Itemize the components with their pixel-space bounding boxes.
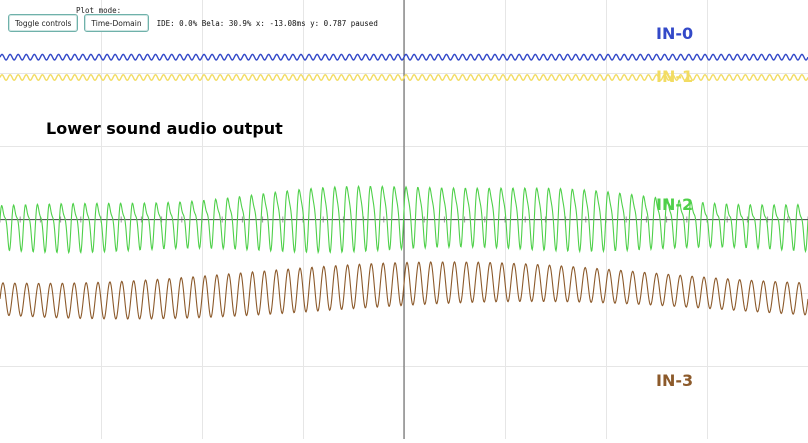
toolbar: Toggle controls Time-Domain IDE: 0.0% Be… <box>8 14 378 32</box>
trace-in-2 <box>0 184 808 255</box>
channel-label-in1: IN-1 <box>656 67 694 86</box>
toggle-controls-button[interactable]: Toggle controls <box>8 14 79 32</box>
channel-label-in0: IN-0 <box>656 24 694 43</box>
trace-in-1 <box>0 73 808 81</box>
trace-in-3 <box>0 260 808 320</box>
channel-label-in2: IN-2 <box>656 195 694 214</box>
channel-label-in3: IN-3 <box>656 371 694 390</box>
trace-in-0 <box>0 53 808 61</box>
status-readout: IDE: 0.0% Bela: 30.9% x: -13.08ms y: 0.7… <box>156 18 378 28</box>
plot-mode-caption: Plot mode: <box>76 6 122 15</box>
plot-mode-select[interactable]: Time-Domain <box>84 14 149 32</box>
annotation-text: Lower sound audio output <box>46 119 283 138</box>
